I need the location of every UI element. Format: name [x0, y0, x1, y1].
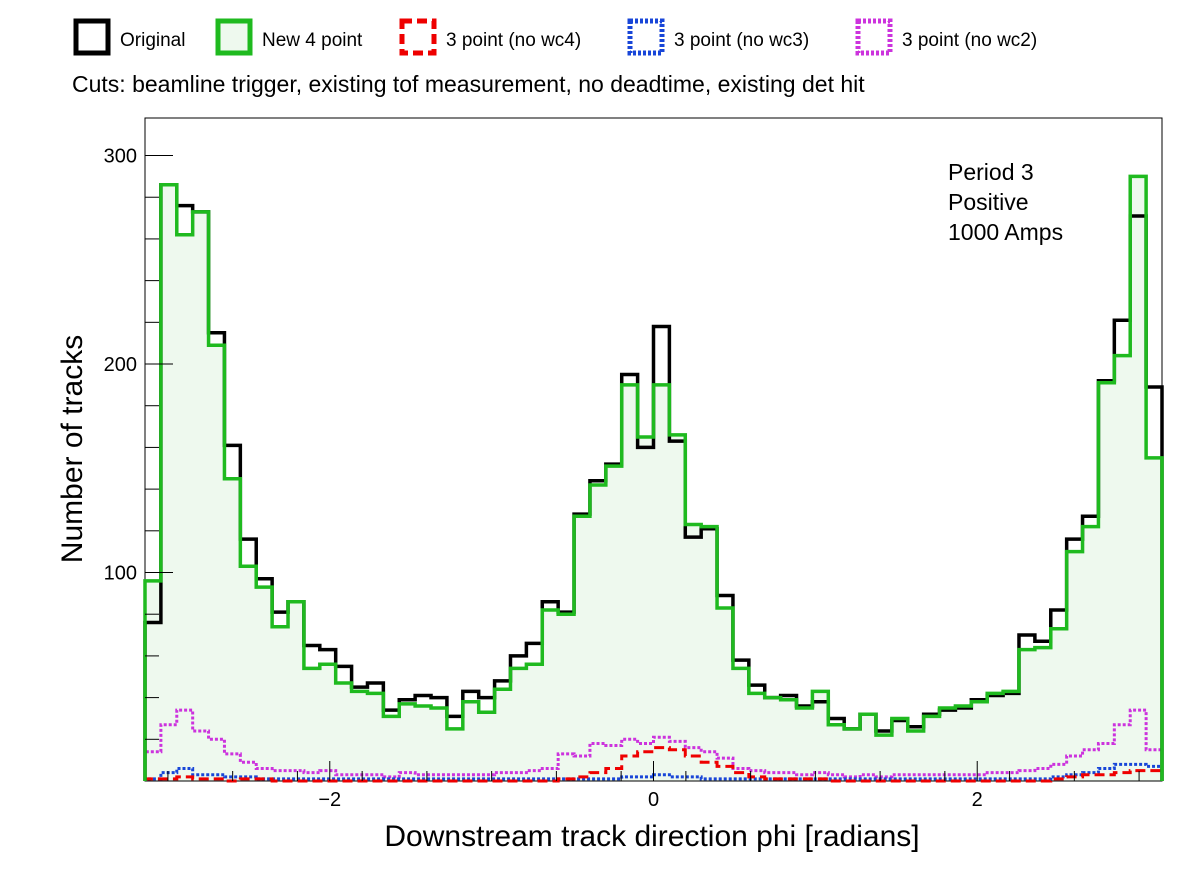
legend-label: New 4 point: [262, 30, 363, 51]
x-axis-label: Downstream track direction phi [radians]: [384, 820, 919, 853]
legend-swatch: [399, 18, 437, 56]
legend-swatch: [215, 18, 253, 56]
legend-swatch: [855, 18, 893, 56]
legend-label: Original: [120, 30, 185, 51]
series-fill-1: [145, 176, 1162, 781]
annotation-line: Positive: [948, 189, 1029, 215]
annotation-box: Period 3 Positive 1000 Amps: [948, 159, 1063, 245]
legend: Original New 4 point 3 point (no wc4) 3 poi…: [73, 18, 1037, 56]
legend-label: 3 point (no wc2): [902, 30, 1037, 51]
legend-swatch: [627, 18, 665, 56]
chart-subtitle: Cuts: beamline trigger, existing tof mea…: [72, 71, 865, 97]
series-group: [143, 174, 1164, 783]
series-line-2: [143, 746, 1164, 783]
legend-label: 3 point (no wc4): [446, 30, 581, 51]
x-tick-label: 0: [648, 789, 659, 811]
annotation-line: 1000 Amps: [948, 219, 1063, 245]
histogram-fill: [145, 176, 1162, 781]
series-line-4: [143, 708, 1164, 781]
annotation-line: Period 3: [948, 159, 1034, 185]
y-tick-label: 200: [104, 354, 137, 376]
x-tick-label: −2: [318, 789, 341, 811]
y-tick-label: 300: [104, 146, 137, 168]
y-tick-label: 100: [104, 563, 137, 585]
y-axis-label: Number of tracks: [56, 335, 89, 563]
legend-label: 3 point (no wc3): [674, 30, 809, 51]
x-tick-label: 2: [972, 789, 983, 811]
series-line-1: [143, 174, 1164, 781]
axes: 100 200 300 −2 0 2: [104, 146, 1140, 811]
legend-swatch: [73, 18, 111, 56]
